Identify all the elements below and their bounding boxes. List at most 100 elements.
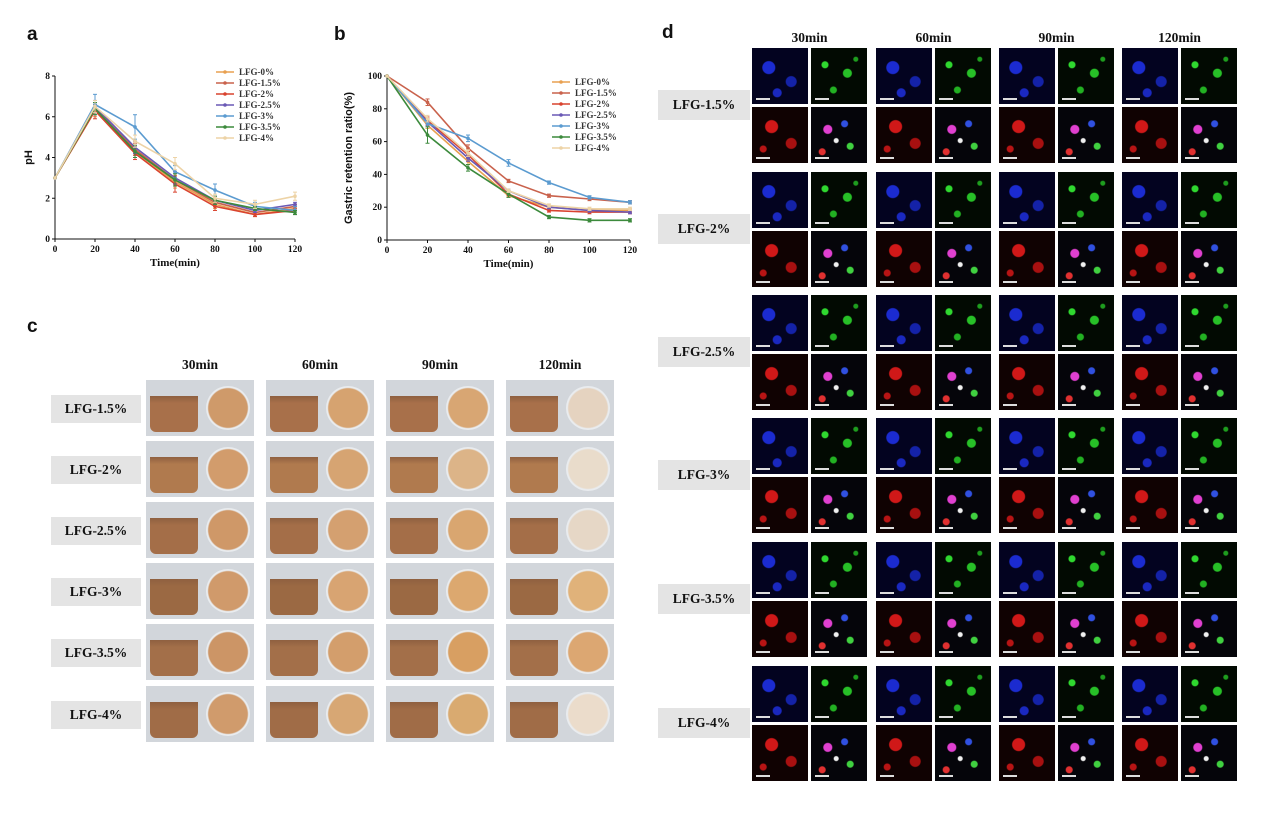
dish-image: [566, 447, 610, 491]
scale-bar: [1126, 468, 1140, 470]
x-tick-label: 20: [423, 246, 433, 256]
beaker-image: [270, 396, 318, 432]
legend-entry: LFG-3%: [575, 121, 610, 131]
sample-photo: [386, 624, 494, 680]
sample-photo: [146, 502, 254, 558]
x-axis-label: Time(min): [150, 257, 200, 269]
data-point: [506, 179, 511, 183]
dish-image: [446, 447, 490, 491]
sample-photo: [266, 563, 374, 619]
data-point: [173, 169, 177, 174]
scale-bar: [815, 281, 829, 283]
y-tick-label: 2: [45, 194, 50, 204]
beaker-image: [510, 640, 558, 676]
scale-bar: [939, 404, 953, 406]
dish-image: [326, 692, 370, 736]
scale-bar: [756, 222, 770, 224]
scale-bar: [1126, 651, 1140, 653]
micrograph-blue: [1122, 666, 1178, 722]
scale-bar: [1062, 527, 1076, 529]
scale-bar: [1126, 775, 1140, 777]
data-point: [547, 193, 551, 198]
scale-bar: [756, 592, 770, 594]
sample-photo: [146, 441, 254, 497]
micrograph-blue: [752, 172, 808, 228]
micrograph-blue: [1122, 542, 1178, 598]
micrograph-red: [752, 107, 808, 163]
micrograph-green: [935, 172, 991, 228]
legend-entry: LFG-1.5%: [575, 88, 617, 98]
column-header: 90min: [421, 357, 458, 372]
data-point: [385, 74, 389, 78]
scale-bar: [815, 222, 829, 224]
scale-bar: [1003, 404, 1017, 406]
micrograph-red: [999, 231, 1055, 287]
micrograph-merge: [1058, 725, 1114, 781]
scale-bar: [1062, 651, 1076, 653]
micrograph-blue: [999, 295, 1055, 351]
scale-bar: [880, 157, 894, 159]
micrograph-green: [1181, 418, 1237, 474]
dish-image: [446, 692, 490, 736]
data-point: [466, 151, 470, 155]
micrograph-merge: [1058, 107, 1114, 163]
micrograph-merge: [811, 107, 867, 163]
scale-bar: [1003, 716, 1017, 718]
row-label: LFG-1.5%: [51, 395, 141, 423]
row-label: LFG-3.5%: [51, 639, 141, 667]
micrograph-green: [935, 418, 991, 474]
y-tick-label: 80: [373, 105, 383, 115]
legend-entry: LFG-2.5%: [239, 100, 281, 110]
scale-bar: [1126, 281, 1140, 283]
data-point: [213, 188, 217, 192]
scale-bar: [1126, 527, 1140, 529]
legend-marker: [559, 113, 563, 117]
y-axis-label: Gastric retention ratio(%): [343, 92, 355, 224]
micrograph-blue: [999, 418, 1055, 474]
data-point: [213, 204, 217, 209]
series-LFG-4%: [53, 99, 297, 209]
scale-bar: [939, 468, 953, 470]
beaker-image: [510, 579, 558, 615]
row-label: LFG-2%: [658, 214, 750, 244]
legend-entry: LFG-2%: [575, 99, 610, 109]
legend-marker: [223, 136, 227, 140]
micrograph-green: [935, 295, 991, 351]
scale-bar: [1126, 345, 1140, 347]
micrograph-merge: [811, 354, 867, 410]
dish-image: [446, 386, 490, 430]
micrograph-merge: [1181, 354, 1237, 410]
beaker-image: [510, 702, 558, 738]
data-point: [547, 180, 551, 185]
scale-bar: [880, 527, 894, 529]
x-tick-label: 60: [170, 245, 180, 255]
scale-bar: [815, 98, 829, 100]
micrograph-red: [876, 107, 932, 163]
micrograph-red: [876, 477, 932, 533]
legend-marker: [559, 102, 563, 106]
data-point: [53, 176, 57, 180]
legend: LFG-0%LFG-1.5%LFG-2%LFG-2.5%LFG-3%LFG-3.…: [216, 67, 281, 143]
y-tick-label: 0: [45, 235, 50, 245]
scale-bar: [1003, 157, 1017, 159]
beaker-image: [390, 640, 438, 676]
dish-image: [446, 630, 490, 674]
data-point: [587, 207, 592, 211]
x-tick-label: 120: [288, 245, 303, 255]
scale-bar: [880, 345, 894, 347]
beaker-image: [510, 518, 558, 554]
micrograph-green: [1058, 542, 1114, 598]
scale-bar: [815, 775, 829, 777]
y-tick-label: 100: [368, 72, 383, 82]
data-point: [466, 166, 470, 170]
x-tick-label: 100: [248, 245, 263, 255]
panel-label-b: b: [334, 24, 346, 45]
micrograph-blue: [876, 666, 932, 722]
scale-bar: [1185, 345, 1199, 347]
beaker-image: [390, 518, 438, 554]
panel-label-c: c: [27, 316, 38, 337]
data-point: [547, 215, 551, 219]
micrograph-red: [876, 601, 932, 657]
micrograph-merge: [811, 601, 867, 657]
scale-bar: [880, 716, 894, 718]
